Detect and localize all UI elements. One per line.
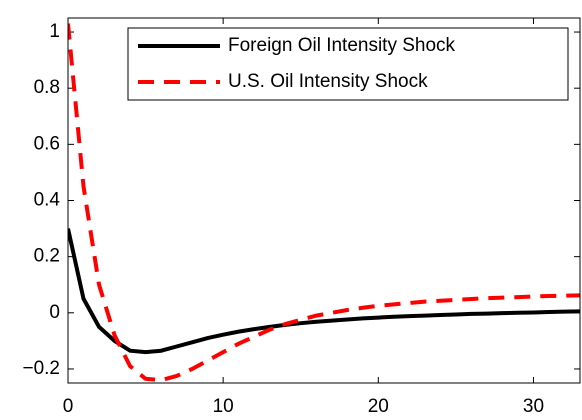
series-line [68,228,580,355]
x-tick-label: 30 [523,396,544,417]
y-tick-label: 0.2 [34,246,60,267]
y-tick-label: −0.2 [22,358,60,379]
x-tick-label: 10 [213,396,234,417]
x-tick-label: 0 [63,396,74,417]
legend-label: Foreign Oil Intensity Shock [228,35,456,56]
legend-box [127,27,569,101]
series-line [68,23,580,383]
legend-label: U.S. Oil Intensity Shock [228,71,428,92]
x-tick-label: 20 [368,396,389,417]
axes-box [67,17,581,384]
y-tick-label: 0 [49,302,60,323]
y-tick-label: 0.4 [34,190,61,211]
y-tick-label: 1 [49,21,60,42]
y-tick-label: 0.8 [34,77,60,98]
y-tick-label: 0.6 [34,133,60,154]
legend: Foreign Oil Intensity Shock U.S. Oil Inte… [127,27,569,101]
